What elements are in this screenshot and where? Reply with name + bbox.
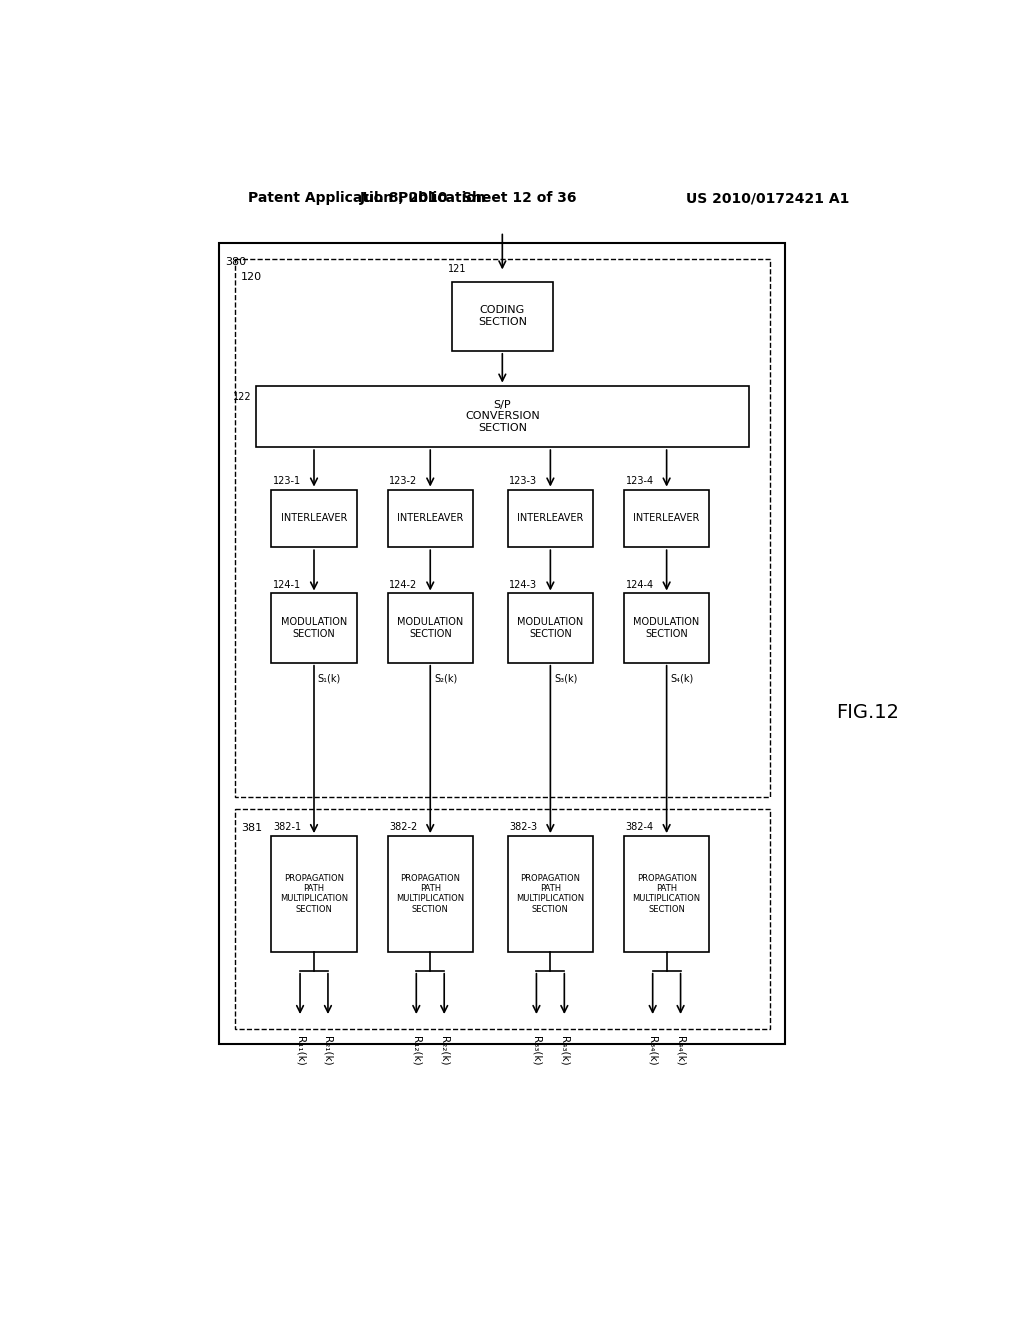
Text: S/P
CONVERSION
SECTION: S/P CONVERSION SECTION [465, 400, 540, 433]
Bar [271, 836, 356, 952]
Bar [508, 836, 593, 952]
Text: S₁(k): S₁(k) [317, 673, 341, 684]
Text: R₃₄(k): R₃₄(k) [647, 1036, 657, 1065]
Text: 382-3: 382-3 [509, 822, 538, 832]
Text: MODULATION
SECTION: MODULATION SECTION [397, 618, 464, 639]
Text: 121: 121 [449, 264, 467, 275]
Text: PROPAGATION
PATH
MULTIPLICATION
SECTION: PROPAGATION PATH MULTIPLICATION SECTION [633, 874, 700, 913]
Bar [234, 259, 770, 797]
Text: R₁₁(k): R₁₁(k) [295, 1036, 305, 1067]
Bar [508, 594, 593, 663]
Text: 380: 380 [225, 257, 247, 267]
Text: S₃(k): S₃(k) [554, 673, 578, 684]
Text: 382-4: 382-4 [626, 822, 653, 832]
Bar [219, 243, 785, 1044]
Text: 122: 122 [233, 392, 252, 401]
Text: 120: 120 [241, 272, 262, 282]
Bar [256, 385, 749, 447]
Text: S₂(k): S₂(k) [434, 673, 458, 684]
Text: INTERLEAVER: INTERLEAVER [634, 513, 699, 523]
Bar [271, 490, 356, 548]
Bar [624, 836, 710, 952]
Text: INTERLEAVER: INTERLEAVER [281, 513, 347, 523]
Text: PROPAGATION
PATH
MULTIPLICATION
SECTION: PROPAGATION PATH MULTIPLICATION SECTION [396, 874, 464, 913]
Text: 123-1: 123-1 [273, 475, 301, 486]
Text: Jul. 8, 2010   Sheet 12 of 36: Jul. 8, 2010 Sheet 12 of 36 [360, 191, 578, 206]
Text: 382-2: 382-2 [389, 822, 418, 832]
Bar [624, 594, 710, 663]
Text: PROPAGATION
PATH
MULTIPLICATION
SECTION: PROPAGATION PATH MULTIPLICATION SECTION [280, 874, 348, 913]
Text: PROPAGATION
PATH
MULTIPLICATION
SECTION: PROPAGATION PATH MULTIPLICATION SECTION [516, 874, 585, 913]
Text: R₄₃(k): R₄₃(k) [559, 1036, 569, 1065]
Bar [388, 594, 473, 663]
Text: MODULATION
SECTION: MODULATION SECTION [517, 618, 584, 639]
Text: INTERLEAVER: INTERLEAVER [517, 513, 584, 523]
Bar [388, 836, 473, 952]
Text: 124-1: 124-1 [273, 579, 301, 590]
Text: R₄₄(k): R₄₄(k) [676, 1036, 686, 1067]
Text: FIG.12: FIG.12 [837, 704, 900, 722]
Bar [271, 594, 356, 663]
Text: MODULATION
SECTION: MODULATION SECTION [281, 618, 347, 639]
Text: 123-2: 123-2 [389, 475, 418, 486]
Text: MODULATION
SECTION: MODULATION SECTION [634, 618, 699, 639]
Text: 124-4: 124-4 [626, 579, 653, 590]
Bar [624, 490, 710, 548]
Text: R₁₂(k): R₁₂(k) [412, 1036, 421, 1065]
Text: Patent Application Publication: Patent Application Publication [248, 191, 485, 206]
Text: INTERLEAVER: INTERLEAVER [397, 513, 464, 523]
Text: S₄(k): S₄(k) [671, 673, 693, 684]
Bar [508, 490, 593, 548]
Text: 124-3: 124-3 [509, 579, 538, 590]
Text: 123-3: 123-3 [509, 475, 538, 486]
Text: 124-2: 124-2 [389, 579, 418, 590]
Text: 382-1: 382-1 [273, 822, 301, 832]
Text: 381: 381 [241, 822, 262, 833]
Text: R₂₂(k): R₂₂(k) [439, 1036, 450, 1065]
Bar [452, 281, 553, 351]
Bar [388, 490, 473, 548]
Text: CODING
SECTION: CODING SECTION [478, 305, 526, 327]
Text: R₂₁(k): R₂₁(k) [323, 1036, 333, 1065]
Text: R₃₃(k): R₃₃(k) [531, 1036, 542, 1065]
Text: US 2010/0172421 A1: US 2010/0172421 A1 [686, 191, 849, 206]
Text: 123-4: 123-4 [626, 475, 653, 486]
Bar [234, 809, 770, 1028]
